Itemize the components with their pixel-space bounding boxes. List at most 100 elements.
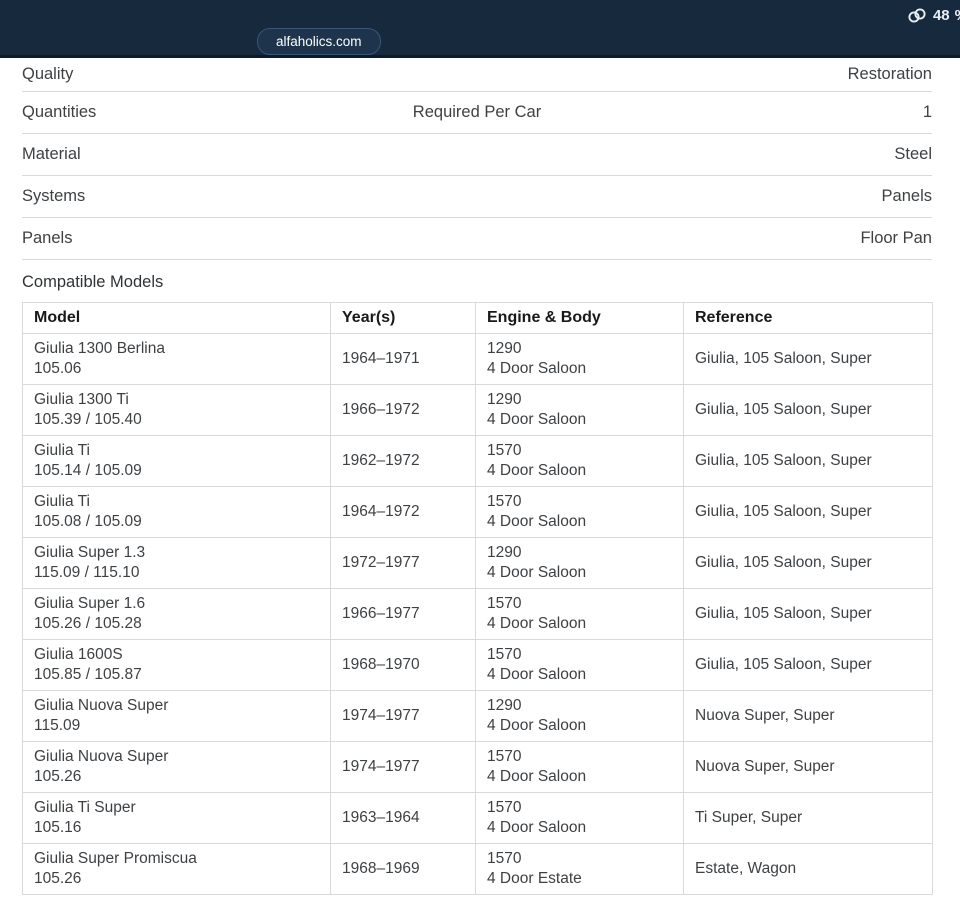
table-row: Giulia 1300 Berlina 105.06 1964–1971 1290 4 … (22, 333, 933, 385)
body-style: 4 Door Saloon (487, 666, 587, 683)
body-style: 4 Door Saloon (487, 819, 587, 836)
spec-row: Quality Restoration (22, 58, 932, 92)
table-row: Giulia 1300 Ti 105.39 / 105.40 1966–1972 12… (22, 384, 933, 436)
model-code: 105.08 / 105.09 (34, 513, 142, 530)
spec-label: Panels (22, 229, 73, 247)
spec-label: Material (22, 145, 81, 163)
model-code: 115.09 (34, 717, 81, 734)
spec-label: Quality (22, 65, 74, 83)
engine-body-cell: 1570 4 Door Saloon (475, 588, 684, 640)
spec-row: Systems Panels (22, 176, 932, 218)
reference-cell: Giulia, 105 Saloon, Super (683, 639, 933, 691)
spec-value: Steel (894, 145, 932, 163)
body-style: 4 Door Saloon (487, 564, 587, 581)
model-name: Giulia Ti (34, 442, 90, 459)
engine-size: 1570 (487, 646, 522, 663)
spec-value: Panels (881, 187, 932, 205)
model-cell: Giulia Ti Super 105.16 (22, 792, 331, 844)
url-text: alfaholics.com (276, 34, 362, 49)
body-style: 4 Door Saloon (487, 768, 587, 785)
body-style: 4 Door Saloon (487, 615, 587, 632)
model-name: Giulia Super 1.6 (34, 595, 146, 612)
model-cell: Giulia Super 1.3 115.09 / 115.10 (22, 537, 331, 589)
reference-cell: Giulia, 105 Saloon, Super (683, 486, 933, 538)
spec-label: Systems (22, 187, 86, 205)
model-cell: Giulia 1300 Berlina 105.06 (22, 333, 331, 385)
model-code: 105.16 (34, 819, 82, 836)
model-code: 105.26 / 105.28 (34, 615, 142, 632)
spec-label: Quantities (22, 103, 97, 121)
spec-value: Restoration (847, 65, 932, 83)
compatible-models-table: Model Year(s) Engine & Body Reference Giuli… (22, 302, 933, 895)
engine-size: 1570 (487, 850, 522, 867)
body-style: 4 Door Saloon (487, 462, 587, 479)
model-code: 105.26 (34, 768, 82, 785)
url-bar[interactable]: alfaholics.com (257, 28, 381, 55)
engine-size: 1570 (487, 442, 522, 459)
years-cell: 1968–1969 (330, 843, 476, 895)
engine-body-cell: 1290 4 Door Saloon (475, 384, 684, 436)
model-code: 115.09 / 115.10 (34, 564, 140, 581)
model-code: 105.26 (34, 870, 82, 887)
model-name: Giulia 1300 Ti (34, 391, 129, 408)
model-name: Giulia Nuova Super (34, 748, 169, 765)
table-header-row: Model Year(s) Engine & Body Reference (22, 302, 933, 334)
reference-cell: Nuova Super, Super (683, 741, 933, 793)
model-code: 105.06 (34, 360, 82, 377)
years-cell: 1974–1977 (330, 690, 476, 742)
spec-list: Quality Restoration Quantities Required Per… (22, 58, 932, 260)
model-cell: Giulia Super Promiscua 105.26 (22, 843, 331, 895)
table-row: Giulia Nuova Super 105.26 1974–1977 1570 4 D… (22, 741, 933, 793)
engine-body-cell: 1570 4 Door Saloon (475, 741, 684, 793)
engine-body-cell: 1570 4 Door Saloon (475, 486, 684, 538)
engine-body-cell: 1290 4 Door Saloon (475, 537, 684, 589)
model-name: Giulia 1600S (34, 646, 123, 663)
reference-cell: Giulia, 105 Saloon, Super (683, 384, 933, 436)
engine-size: 1290 (487, 391, 522, 408)
model-name: Giulia Super Promiscua (34, 850, 197, 867)
reference-cell: Giulia, 105 Saloon, Super (683, 537, 933, 589)
table-row: Giulia 1600S 105.85 / 105.87 1968–1970 1570… (22, 639, 933, 691)
body-style: 4 Door Estate (487, 870, 582, 887)
body-style: 4 Door Saloon (487, 360, 587, 377)
years-cell: 1966–1972 (330, 384, 476, 436)
body-style: 4 Door Saloon (487, 411, 587, 428)
engine-body-cell: 1570 4 Door Saloon (475, 639, 684, 691)
spec-row: Material Steel (22, 134, 932, 176)
model-name: Giulia Ti Super (34, 799, 136, 816)
body-style: 4 Door Saloon (487, 513, 587, 530)
table-row: Giulia Nuova Super 115.09 1974–1977 1290 4 D… (22, 690, 933, 742)
years-cell: 1962–1972 (330, 435, 476, 487)
table-body: Giulia 1300 Berlina 105.06 1964–1971 1290 4 … (22, 333, 933, 895)
table-row: Giulia Super 1.6 105.26 / 105.28 1966–1977… (22, 588, 933, 640)
engine-size: 1290 (487, 697, 522, 714)
model-cell: Giulia Super 1.6 105.26 / 105.28 (22, 588, 331, 640)
percent-sign: % (955, 7, 960, 24)
reference-cell: Nuova Super, Super (683, 690, 933, 742)
years-cell: 1972–1977 (330, 537, 476, 589)
table-row: Giulia Ti Super 105.16 1963–1964 1570 4 Door… (22, 792, 933, 844)
body-style: 4 Door Saloon (487, 717, 587, 734)
table-row: Giulia Ti 105.08 / 105.09 1964–1972 1570 4 D… (22, 486, 933, 538)
model-name: Giulia 1300 Berlina (34, 340, 165, 357)
engine-size: 1290 (487, 544, 522, 561)
table-header-cell: Year(s) (330, 302, 476, 334)
model-name: Giulia Super 1.3 (34, 544, 146, 561)
table-header-cell: Engine & Body (475, 302, 684, 334)
compatible-models-title: Compatible Models (22, 273, 164, 291)
reference-cell: Estate, Wagon (683, 843, 933, 895)
engine-size: 1290 (487, 340, 522, 357)
status-indicators: 48 % (906, 7, 960, 24)
model-cell: Giulia 1600S 105.85 / 105.87 (22, 639, 331, 691)
spec-row: Quantities Required Per Car 1 (22, 92, 932, 134)
years-cell: 1964–1972 (330, 486, 476, 538)
model-code: 105.85 / 105.87 (34, 666, 142, 683)
engine-body-cell: 1570 4 Door Saloon (475, 792, 684, 844)
table-row: Giulia Ti 105.14 / 105.09 1962–1972 1570 4 D… (22, 435, 933, 487)
spec-row: Panels Floor Pan (22, 218, 932, 260)
table-header-cell: Model (22, 302, 331, 334)
engine-size: 1570 (487, 595, 522, 612)
years-cell: 1966–1977 (330, 588, 476, 640)
years-cell: 1964–1971 (330, 333, 476, 385)
browser-status-bar: alfaholics.com 48 % (0, 0, 960, 58)
